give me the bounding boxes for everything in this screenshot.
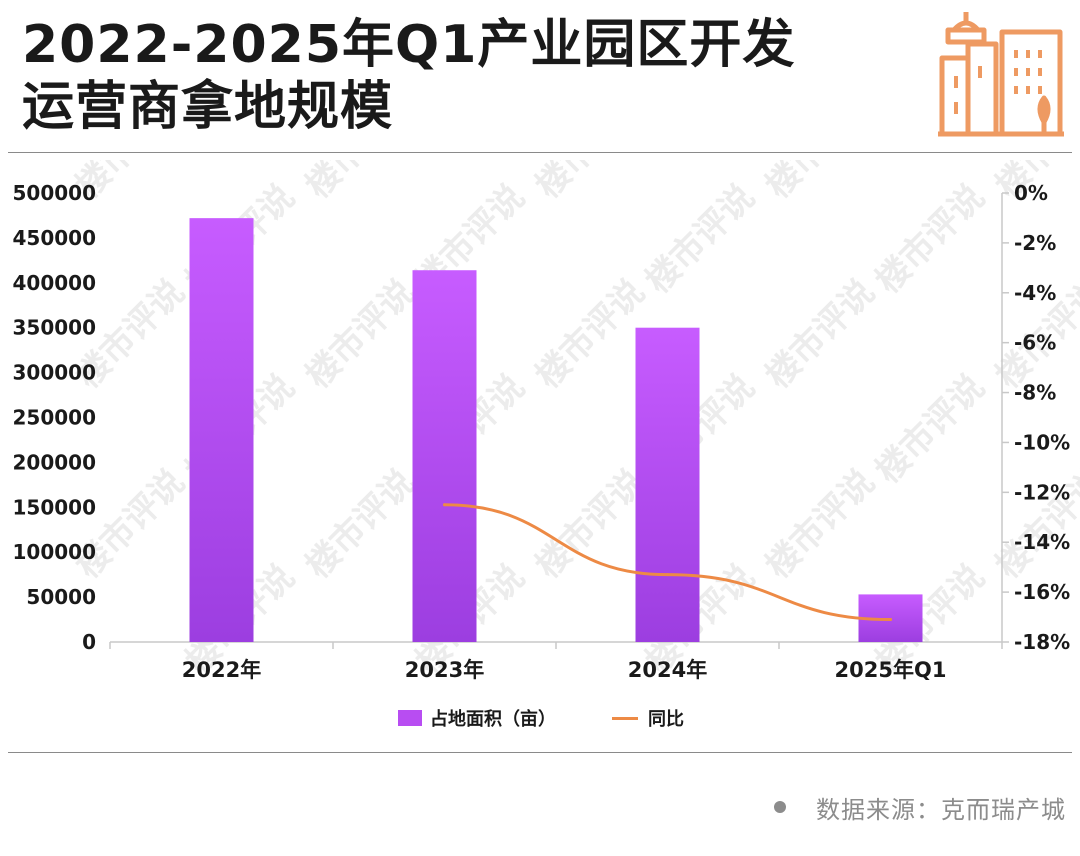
- y-left-tick-label: 500000: [13, 181, 97, 205]
- legend-swatch-line: [612, 716, 638, 720]
- y-left-tick-label: 50000: [26, 585, 96, 609]
- x-tick-label: 2024年: [628, 658, 707, 682]
- watermark-text: 楼市评说: [758, 160, 882, 206]
- yoy-point: [889, 618, 892, 622]
- legend-item-area: 占地面积（亩）: [398, 704, 556, 732]
- y-right-tick-label: -14%: [1014, 530, 1070, 554]
- source-note: 数据来源：克而瑞产城: [774, 790, 1066, 824]
- title-line-1: 2022-2025年Q1产业园区开发: [22, 15, 796, 75]
- y-left-tick-label: 100000: [13, 540, 97, 564]
- y-right-tick-label: -12%: [1014, 480, 1070, 504]
- watermark-text: 楼市评说: [298, 462, 422, 586]
- legend-swatch-bar: [398, 710, 422, 726]
- legend-label-area: 占地面积（亩）: [430, 709, 556, 730]
- header-divider: [8, 152, 1072, 153]
- title-line-2: 运营商拿地规模: [22, 77, 394, 137]
- y-left-tick-label: 350000: [13, 316, 97, 340]
- watermark-text: 楼市评说: [638, 177, 762, 301]
- y-left-tick-label: 250000: [13, 406, 97, 430]
- axes: 5000004500004000003500003000002500002000…: [13, 181, 1071, 682]
- y-left-tick-label: 400000: [13, 271, 97, 295]
- watermark-text: 楼市评说: [528, 272, 652, 396]
- bar-series: [189, 218, 923, 643]
- watermark-text: 楼市评说: [758, 272, 882, 396]
- y-right-tick-label: -10%: [1014, 430, 1070, 454]
- watermark-text: 楼市评说: [298, 160, 422, 206]
- yoy-point: [666, 573, 669, 577]
- watermark-text: 楼市评说: [868, 367, 992, 491]
- y-right-tick-label: -16%: [1014, 580, 1070, 604]
- y-right-tick-label: -8%: [1014, 381, 1056, 405]
- bar-2: [635, 327, 700, 642]
- x-tick-label: 2025年Q1: [835, 658, 947, 682]
- y-left-tick-label: 300000: [13, 361, 97, 385]
- chart-legend: 占地面积（亩） 同比: [0, 704, 1080, 732]
- bar-0: [189, 218, 254, 643]
- page-title: 2022-2025年Q1产业园区开发 运营商拿地规模: [22, 14, 902, 138]
- footer-divider: [8, 752, 1072, 753]
- y-left-tick-label: 450000: [13, 226, 97, 250]
- bar-1: [412, 270, 477, 642]
- bullet-icon: [774, 801, 786, 813]
- x-tick-label: 2022年: [182, 658, 261, 682]
- x-tick-label: 2023年: [405, 658, 484, 682]
- line-series: [443, 503, 892, 622]
- watermark-text: 楼市评说: [528, 462, 652, 586]
- legend-item-yoy: 同比: [612, 704, 684, 732]
- y-right-tick-label: -4%: [1014, 281, 1056, 305]
- watermark-text: 楼市评说: [298, 272, 422, 396]
- y-right-tick-label: 0%: [1014, 181, 1048, 205]
- watermark-text: 楼市评说: [868, 177, 992, 301]
- watermark-text: 楼市评说: [758, 462, 882, 586]
- y-left-tick-label: 150000: [13, 495, 97, 519]
- y-right-tick-label: -6%: [1014, 331, 1056, 355]
- y-left-tick-label: 200000: [13, 450, 97, 474]
- watermark-text: 楼市评说: [528, 160, 652, 206]
- city-buildings-icon: [938, 12, 1064, 137]
- source-text: 数据来源：克而瑞产城: [816, 795, 1066, 824]
- y-right-tick-label: -18%: [1014, 630, 1070, 654]
- y-right-tick-label: -2%: [1014, 231, 1056, 255]
- y-left-tick-label: 0: [82, 630, 96, 654]
- legend-label-yoy: 同比: [648, 709, 684, 730]
- yoy-point: [443, 503, 446, 507]
- watermark-text: 楼市评说: [68, 462, 192, 586]
